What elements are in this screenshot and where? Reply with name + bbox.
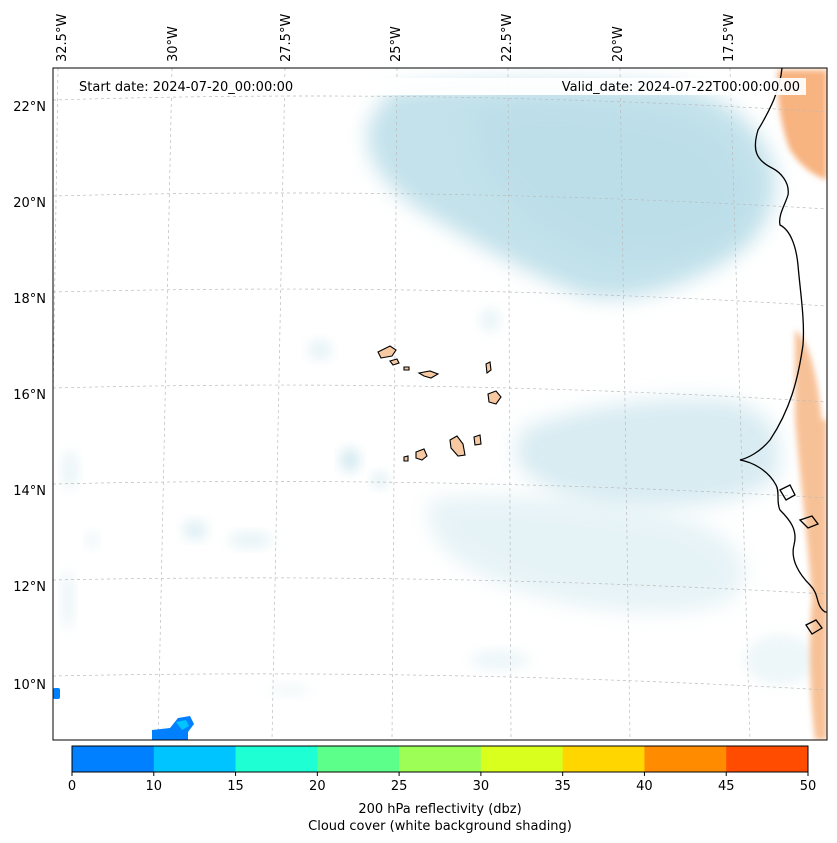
cloud-patch [470, 650, 530, 670]
island-fogo [415, 448, 428, 461]
cloud-band-central [515, 398, 780, 507]
cloud-patch [228, 532, 272, 548]
colorbar-swatch [317, 746, 400, 772]
colorbar-swatch [644, 746, 727, 772]
colorbar-tick-label: 30 [473, 779, 490, 794]
colorbar-swatch [399, 746, 482, 772]
island-santiago [449, 435, 466, 457]
colorbar-tick-label: 25 [391, 779, 408, 794]
colorbar-tick-label: 35 [554, 779, 571, 794]
cloud-patch [340, 448, 360, 472]
island-sao-vicente [389, 358, 400, 366]
lon-label: 22.5°W [500, 14, 515, 62]
island-sao-nicolau [417, 370, 440, 379]
island-santa-luzia [403, 366, 410, 371]
cloud-patch [62, 570, 74, 630]
cape-verde-islands [377, 345, 502, 462]
island-maio [473, 434, 482, 446]
latitude-labels: 22°N 20°N 18°N 16°N 14°N 12°N 10°N [13, 100, 46, 693]
valid-date-label: Valid_date: 2024-07-22T00:00:00.00 [562, 80, 800, 95]
lat-label: 10°N [13, 678, 46, 693]
cloud-patch [270, 684, 310, 696]
colorbar-swatch [72, 746, 155, 772]
island-santo-antao [377, 345, 397, 359]
island-sal [485, 361, 492, 375]
lat-label: 22°N [13, 100, 46, 115]
colorbar-tick-label: 50 [800, 779, 817, 794]
lat-label: 16°N [13, 388, 46, 403]
cloud-patch [480, 308, 500, 332]
lon-label: 20°W [611, 26, 626, 62]
colorbar-tick-label: 40 [636, 779, 653, 794]
cloud-cover-shading [62, 81, 815, 696]
colorbar-tick-label: 10 [146, 779, 163, 794]
colorbar-swatch [480, 746, 564, 772]
valid-date-banner-bg [366, 78, 806, 95]
longitude-labels: 32.5°W 30°W 27.5°W 25°W 22.5°W 20°W 17.5… [55, 14, 737, 62]
cloud-patch [745, 635, 815, 685]
island-brava [403, 455, 409, 462]
colorbar-ticks: 0 10 15 20 25 30 35 40 45 50 [68, 772, 816, 794]
colorbar-swatch [235, 746, 318, 772]
colorbar-swatch [153, 746, 237, 772]
colorbar-tick-label: 15 [227, 779, 244, 794]
reflectivity-band-north [777, 70, 827, 180]
reflectivity-cell-west [53, 688, 60, 699]
map-frame [52, 67, 828, 741]
africa-coastline [739, 68, 827, 635]
gridlines [53, 68, 827, 740]
cloud-patch [183, 520, 207, 540]
colorbar-swatch [726, 746, 809, 772]
cloud-patch [86, 532, 98, 548]
start-date-banner-bg [72, 78, 308, 95]
lon-label: 25°W [389, 26, 404, 62]
lat-label: 18°N [13, 292, 46, 307]
reflectivity-cell-south-core [176, 720, 189, 730]
reflectivity-band-east [795, 330, 827, 740]
lat-label: 20°N [13, 196, 46, 211]
colorbar-label-line2: Cloud cover (white background shading) [308, 819, 572, 834]
colorbar-tick-label: 45 [718, 779, 735, 794]
lon-label: 17.5°W [722, 14, 737, 62]
colorbar-tick-label: 0 [68, 779, 76, 794]
colorbar: 0 10 15 20 25 30 35 40 45 50 200 hPa reflectivity… [68, 745, 816, 834]
colorbar-label-line1: 200 hPa reflectivity (dbz) [358, 802, 521, 817]
cloud-patch [372, 472, 388, 488]
lon-label: 32.5°W [55, 14, 70, 62]
cloud-patch [308, 340, 332, 360]
colorbar-frame [71, 745, 809, 773]
cloud-band-north-core [470, 101, 748, 262]
reflectivity-cells [53, 688, 194, 740]
start-date-label: Start date: 2024-07-20_00:00:00 [79, 80, 293, 95]
lon-label: 30°W [166, 26, 181, 62]
colorbar-swatch [562, 746, 645, 772]
island-boa-vista [487, 390, 502, 405]
reflectivity-coast-shading [777, 70, 827, 740]
colorbar-tick-label: 20 [309, 779, 326, 794]
lat-label: 12°N [13, 580, 46, 595]
cloud-patch [62, 450, 78, 490]
lon-label: 27.5°W [279, 14, 294, 62]
colorbar-swatches [72, 746, 809, 772]
cloud-band-east [428, 496, 745, 613]
lat-label: 14°N [13, 484, 46, 499]
